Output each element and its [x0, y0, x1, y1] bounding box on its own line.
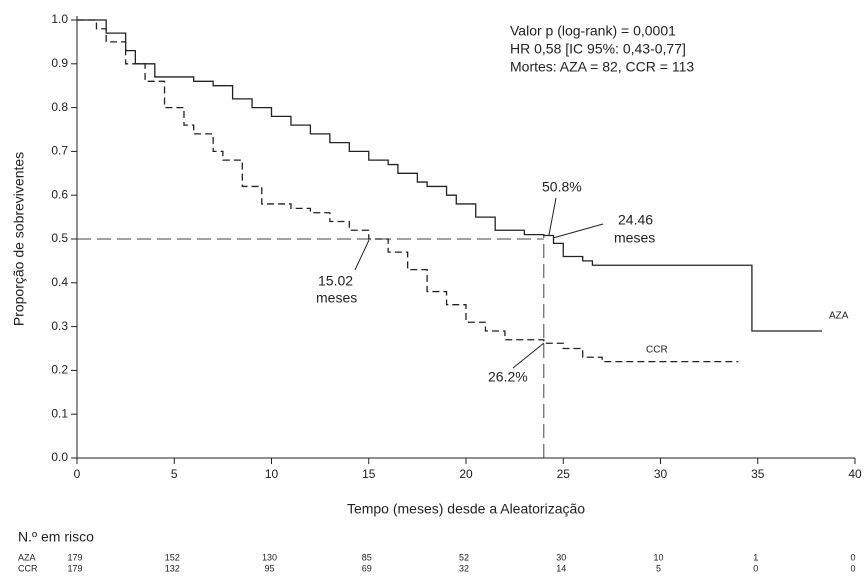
- y-tick-label: 0.4: [51, 275, 68, 289]
- risk-value: 132: [165, 563, 180, 573]
- annotation: 26.2%: [488, 369, 528, 385]
- risk-value: 0: [850, 563, 855, 573]
- y-tick-label: 0.5: [51, 231, 68, 245]
- risk-value: 14: [556, 563, 566, 573]
- risk-value: 152: [165, 552, 180, 562]
- annotation: 24.46: [618, 212, 653, 228]
- leader: [552, 223, 604, 239]
- risk-value: 0: [850, 552, 855, 562]
- survival-curve: [77, 19, 822, 332]
- stats-text: HR 0,58 [IC 95%: 0,43-0,77]: [510, 41, 686, 57]
- risk-value: 69: [362, 563, 372, 573]
- risk-value: 0: [753, 563, 758, 573]
- leader: [354, 239, 370, 271]
- y-axis-label: Proporção de sobreviventes: [11, 152, 27, 326]
- annotation: 50.8%: [542, 179, 582, 195]
- x-tick-label: 30: [654, 467, 668, 481]
- leader: [512, 342, 545, 369]
- risk-value: 5: [656, 563, 661, 573]
- y-tick-label: 1.0: [51, 12, 68, 26]
- risk-value: 32: [459, 563, 469, 573]
- x-tick-label: 20: [459, 467, 473, 481]
- annotation: 15.02: [318, 273, 353, 289]
- series-label: AZA: [829, 311, 849, 322]
- x-tick-label: 40: [848, 467, 862, 481]
- annotation: meses: [316, 290, 357, 306]
- risk-title: N.º em risco: [18, 529, 94, 545]
- x-tick-label: 5: [171, 467, 178, 481]
- risk-value: 179: [67, 552, 82, 562]
- risk-row-name: AZA: [18, 552, 36, 562]
- stats-text: Mortes: AZA = 82, CCR = 113: [510, 59, 694, 75]
- annotation: meses: [614, 230, 655, 246]
- risk-value: 30: [556, 552, 566, 562]
- x-tick-label: 35: [751, 467, 765, 481]
- risk-value: 95: [264, 563, 274, 573]
- x-axis-label: Tempo (meses) desde a Aleatorização: [347, 501, 585, 517]
- x-tick-label: 15: [362, 467, 376, 481]
- y-tick-label: 0.6: [51, 187, 68, 201]
- x-tick-label: 10: [265, 467, 279, 481]
- series-label: CCR: [646, 345, 668, 356]
- leader: [548, 197, 557, 236]
- risk-value: 85: [362, 552, 372, 562]
- x-tick-label: 25: [557, 467, 571, 481]
- risk-value: 130: [262, 552, 277, 562]
- risk-value: 1: [753, 552, 758, 562]
- y-tick-label: 0.3: [51, 319, 68, 333]
- y-tick-label: 0.0: [51, 450, 68, 464]
- y-tick-label: 0.7: [51, 144, 68, 158]
- risk-row-name: CCR: [18, 563, 38, 573]
- y-tick-label: 0.1: [51, 406, 68, 420]
- y-tick-label: 0.9: [51, 56, 68, 70]
- y-tick-label: 0.8: [51, 100, 68, 114]
- x-tick-label: 0: [74, 467, 81, 481]
- stats-text: Valor p (log-rank) = 0,0001: [510, 23, 676, 39]
- risk-value: 10: [653, 552, 663, 562]
- risk-value: 52: [459, 552, 469, 562]
- y-tick-label: 0.2: [51, 363, 68, 377]
- risk-value: 179: [67, 563, 82, 573]
